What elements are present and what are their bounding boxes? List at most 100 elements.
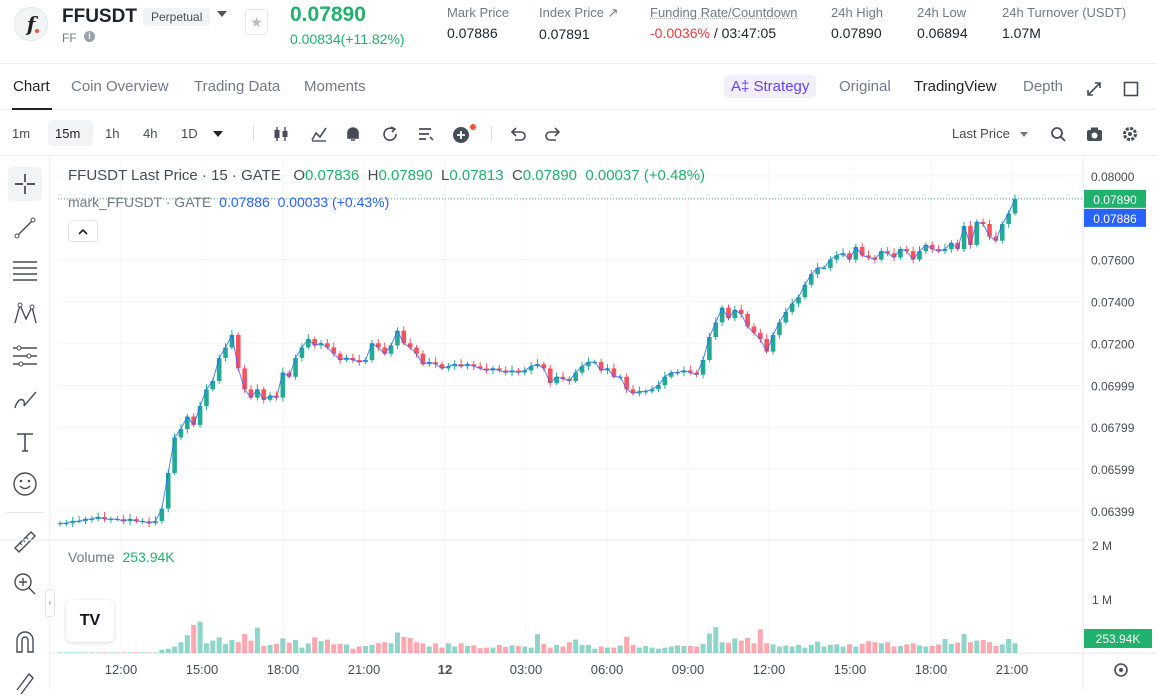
candle-body bbox=[134, 519, 139, 522]
price-type-select[interactable]: Last Price bbox=[952, 126, 1010, 141]
interval-4h[interactable]: 4h bbox=[143, 126, 158, 141]
mark-price-tag bbox=[1084, 208, 1146, 227]
volume-bar bbox=[159, 649, 165, 653]
info-icon[interactable]: i bbox=[84, 31, 95, 42]
tab-depth[interactable]: Depth bbox=[1023, 78, 1064, 95]
candle-body bbox=[821, 267, 827, 269]
tab-moments[interactable]: Moments bbox=[304, 78, 366, 95]
redo-icon[interactable] bbox=[544, 126, 562, 142]
time-tick-label: 18:00 bbox=[267, 662, 300, 677]
volume-bar bbox=[337, 643, 343, 653]
magnet-icon[interactable] bbox=[8, 625, 42, 659]
candle-body bbox=[433, 362, 438, 365]
fib-icon[interactable] bbox=[8, 339, 42, 373]
volume-bar bbox=[70, 652, 76, 653]
volume-bar bbox=[522, 646, 528, 653]
price-tick-label: 0.06799 bbox=[1091, 421, 1135, 435]
volume-bar bbox=[229, 640, 235, 653]
tab-trading-data[interactable]: Trading Data bbox=[194, 78, 281, 95]
star-icon[interactable]: ★ bbox=[245, 9, 268, 35]
stat-label: Funding Rate/Countdown bbox=[650, 5, 798, 20]
window-icon[interactable] bbox=[1123, 81, 1139, 97]
undo-icon[interactable] bbox=[509, 126, 527, 142]
emoji-icon[interactable] bbox=[8, 467, 42, 501]
candles-icon[interactable] bbox=[272, 125, 290, 143]
collapse-legend-button[interactable] bbox=[68, 220, 98, 242]
volume-bar bbox=[146, 652, 152, 653]
tradingview-logo[interactable]: TV bbox=[66, 600, 114, 642]
crosshair-icon[interactable] bbox=[8, 167, 42, 201]
interval-1m[interactable]: 1m bbox=[12, 126, 31, 141]
candle-body bbox=[420, 353, 426, 365]
candle-body bbox=[414, 347, 419, 354]
interval-1h[interactable]: 1h bbox=[105, 126, 120, 141]
candle-body bbox=[242, 368, 247, 390]
templates-icon[interactable] bbox=[417, 125, 435, 143]
volume-bar bbox=[445, 643, 451, 653]
pattern-icon[interactable] bbox=[8, 297, 42, 331]
chart-toolbar: 1m 15m 1h 4h 1D Last Price bbox=[0, 112, 1157, 156]
settings-icon[interactable] bbox=[1112, 661, 1130, 679]
candle-body bbox=[726, 307, 731, 319]
chevron-down-icon[interactable] bbox=[213, 131, 223, 137]
volume-bar bbox=[866, 641, 872, 653]
chart-tabs: Chart Coin Overview Trading Data Moments… bbox=[0, 64, 1157, 110]
strategy-button[interactable]: A‡ Strategy bbox=[724, 75, 817, 98]
interval-15m[interactable]: 15m bbox=[55, 126, 81, 141]
volume-bar bbox=[140, 652, 146, 653]
volume-bar bbox=[458, 643, 464, 653]
alert-icon[interactable] bbox=[345, 125, 361, 143]
search-icon[interactable] bbox=[1050, 126, 1066, 142]
stat-index-price[interactable]: Index Price ↗ 0.07891 bbox=[539, 5, 619, 42]
collapse-toolbar-icon[interactable]: ‹ bbox=[45, 589, 55, 617]
volume-bar bbox=[993, 645, 999, 653]
candle-body bbox=[439, 364, 445, 369]
pencil-lock-icon[interactable] bbox=[8, 665, 42, 699]
candle-body bbox=[261, 389, 267, 400]
tab-tradingview[interactable]: TradingView bbox=[914, 78, 997, 95]
volume-value: 253.94K bbox=[122, 549, 175, 565]
chevron-down-icon[interactable] bbox=[1020, 132, 1028, 137]
trendline-icon[interactable] bbox=[8, 211, 42, 245]
tab-coin-overview[interactable]: Coin Overview bbox=[71, 78, 169, 95]
tab-original[interactable]: Original bbox=[839, 78, 891, 95]
volume-bar bbox=[382, 642, 388, 653]
volume-bar bbox=[974, 640, 980, 653]
camera-icon[interactable] bbox=[1086, 126, 1103, 142]
candle-body bbox=[325, 343, 330, 348]
candle-body bbox=[102, 516, 107, 520]
expand-icon[interactable] bbox=[1086, 81, 1102, 97]
text-icon[interactable] bbox=[8, 425, 42, 459]
stat-label: Index Price ↗ bbox=[539, 5, 619, 20]
volume-bar bbox=[414, 642, 420, 653]
volume-bar bbox=[541, 643, 547, 653]
candle-body bbox=[83, 519, 88, 522]
candle-body bbox=[471, 364, 477, 367]
volume-bar bbox=[172, 646, 178, 653]
volume-bar bbox=[554, 644, 560, 653]
volume-bar bbox=[407, 637, 413, 653]
chevron-down-icon[interactable] bbox=[217, 11, 227, 17]
horizontal-lines-icon[interactable] bbox=[8, 253, 42, 287]
symbol-name[interactable]: FFUSDT bbox=[62, 6, 137, 27]
coin-logo: f bbox=[14, 7, 48, 41]
candle-body bbox=[356, 360, 362, 363]
gear-icon[interactable] bbox=[1122, 126, 1138, 142]
volume-bar bbox=[242, 634, 248, 653]
zoom-in-icon[interactable] bbox=[8, 567, 42, 601]
price-chart[interactable]: 0.08000 0.07600 0.07400 0.07200 0.06999 0.067… bbox=[0, 157, 1157, 690]
volume-bar bbox=[102, 652, 108, 653]
volume-bar bbox=[897, 645, 903, 653]
brush-icon[interactable] bbox=[8, 383, 42, 417]
indicators-icon[interactable] bbox=[310, 125, 328, 143]
volume-bar bbox=[611, 647, 617, 653]
volume-bar bbox=[719, 642, 725, 653]
volume-bar bbox=[515, 645, 521, 653]
candle-body bbox=[280, 372, 286, 398]
tab-chart[interactable]: Chart bbox=[13, 78, 50, 95]
candle-body bbox=[344, 357, 349, 361]
replay-icon[interactable] bbox=[381, 125, 399, 143]
volume-bar bbox=[356, 646, 362, 653]
add-indicator-icon[interactable] bbox=[452, 123, 478, 145]
interval-1d[interactable]: 1D bbox=[181, 126, 198, 141]
